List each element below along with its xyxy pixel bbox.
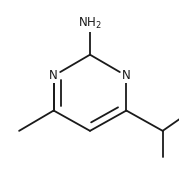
Text: N: N xyxy=(49,69,58,82)
Text: N: N xyxy=(122,69,131,82)
Text: NH$_2$: NH$_2$ xyxy=(78,16,102,31)
